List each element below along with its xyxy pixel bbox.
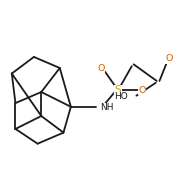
Text: O: O [138,86,146,95]
Text: O: O [98,63,105,72]
Text: S: S [115,85,121,95]
Text: O: O [166,54,173,63]
Text: HO: HO [114,92,128,101]
Text: NH: NH [100,103,114,112]
